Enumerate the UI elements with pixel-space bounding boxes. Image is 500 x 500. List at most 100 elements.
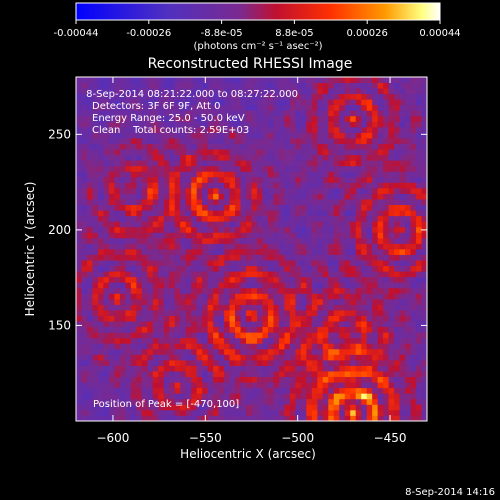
heatmap-cell <box>240 371 247 378</box>
heatmap-cell <box>191 260 198 267</box>
heatmap-cell <box>207 249 214 255</box>
heatmap-cell <box>136 193 143 200</box>
heatmap-cell <box>147 93 154 100</box>
heatmap-cell <box>317 221 324 228</box>
heatmap-cell <box>350 304 357 311</box>
heatmap-cell <box>92 149 99 156</box>
heatmap-cell <box>273 287 280 294</box>
heatmap-cell <box>333 77 340 83</box>
heatmap-cell <box>322 404 329 411</box>
heatmap-cell <box>229 315 236 322</box>
heatmap-cell <box>240 126 247 133</box>
heatmap-cell <box>273 260 280 267</box>
heatmap-cell <box>410 215 417 222</box>
heatmap-cell <box>158 149 165 156</box>
heatmap-cell <box>300 298 307 305</box>
heatmap-cell <box>130 221 137 228</box>
heatmap-cell <box>108 276 115 283</box>
heatmap-cell <box>399 82 406 89</box>
heatmap-cell <box>76 88 82 95</box>
heatmap-cell <box>125 221 132 228</box>
heatmap-cell <box>333 182 340 189</box>
heatmap-cell <box>366 88 373 95</box>
heatmap-cell <box>119 176 126 183</box>
heatmap-cell <box>289 343 296 350</box>
heatmap-cell <box>185 293 192 300</box>
heatmap-cell <box>213 104 219 111</box>
heatmap-cell <box>394 138 400 144</box>
heatmap-cell <box>218 249 225 255</box>
heatmap-cell <box>344 254 351 261</box>
heatmap-cell <box>246 398 252 405</box>
heatmap-cell <box>372 409 379 416</box>
heatmap-cell <box>333 215 340 222</box>
heatmap-cell <box>295 404 302 411</box>
heatmap-cell <box>421 199 428 206</box>
heatmap-cell <box>114 110 121 117</box>
heatmap-cell <box>147 215 154 222</box>
heatmap-cell <box>306 215 313 222</box>
heatmap-cell <box>311 287 318 294</box>
heatmap-cell <box>163 343 170 350</box>
heatmap-cell <box>235 143 241 150</box>
heatmap-cell <box>163 160 170 167</box>
heatmap-cell <box>213 88 219 95</box>
colorbar-tick-label: -0.00044 <box>54 28 99 39</box>
heatmap-cell <box>174 326 181 333</box>
heatmap-cell <box>152 287 159 294</box>
heatmap-cell <box>180 143 187 150</box>
heatmap-cell <box>152 337 159 344</box>
heatmap-cell <box>202 204 209 211</box>
heatmap-cell <box>196 265 203 272</box>
heatmap-cell <box>284 182 291 189</box>
heatmap-cell <box>76 271 82 278</box>
heatmap-cell <box>267 326 274 333</box>
heatmap-cell <box>213 371 219 378</box>
heatmap-cell <box>147 315 154 322</box>
heatmap-cell <box>81 110 88 117</box>
heatmap-cell <box>350 376 357 383</box>
heatmap-cell <box>180 249 187 255</box>
heatmap-cell <box>103 348 110 355</box>
heatmap-cell <box>152 182 159 189</box>
heatmap-cell <box>86 260 93 267</box>
heatmap-cell <box>289 82 296 89</box>
heatmap-cell <box>394 254 400 261</box>
heatmap-cell <box>174 337 181 344</box>
heatmap-cell <box>86 77 93 83</box>
heatmap-cell <box>289 304 296 311</box>
heatmap-cell <box>394 149 400 156</box>
heatmap-cell <box>410 271 417 278</box>
heatmap-cell <box>185 232 192 239</box>
heatmap-cell <box>399 121 406 128</box>
heatmap-cell <box>103 332 110 339</box>
heatmap-cell <box>246 243 252 250</box>
heatmap-cell <box>158 409 165 416</box>
heatmap-cell <box>196 176 203 183</box>
heatmap-cell <box>328 226 335 233</box>
heatmap-cell <box>273 165 280 172</box>
heatmap-cell <box>317 337 324 344</box>
heatmap-cell <box>185 149 192 156</box>
heatmap-cell <box>394 310 400 316</box>
heatmap-cell <box>355 187 362 194</box>
heatmap-cell <box>377 404 384 411</box>
heatmap-cell <box>141 343 148 350</box>
heatmap-cell <box>141 393 148 400</box>
heatmap-cell <box>366 110 373 117</box>
heatmap-cell <box>317 143 324 150</box>
heatmap-cell <box>278 254 285 261</box>
heatmap-cell <box>317 126 324 133</box>
heatmap-cell <box>421 304 428 311</box>
heatmap-cell <box>295 332 302 339</box>
heatmap-cell <box>405 88 411 95</box>
heatmap-cell <box>344 104 351 111</box>
heatmap-cell <box>235 221 241 228</box>
heatmap-cell <box>196 371 203 378</box>
heatmap-cell <box>344 110 351 117</box>
heatmap-cell <box>366 171 373 178</box>
heatmap-cell <box>235 149 241 156</box>
heatmap-cell <box>169 199 176 206</box>
heatmap-cell <box>278 104 285 111</box>
heatmap-cell <box>339 271 346 278</box>
